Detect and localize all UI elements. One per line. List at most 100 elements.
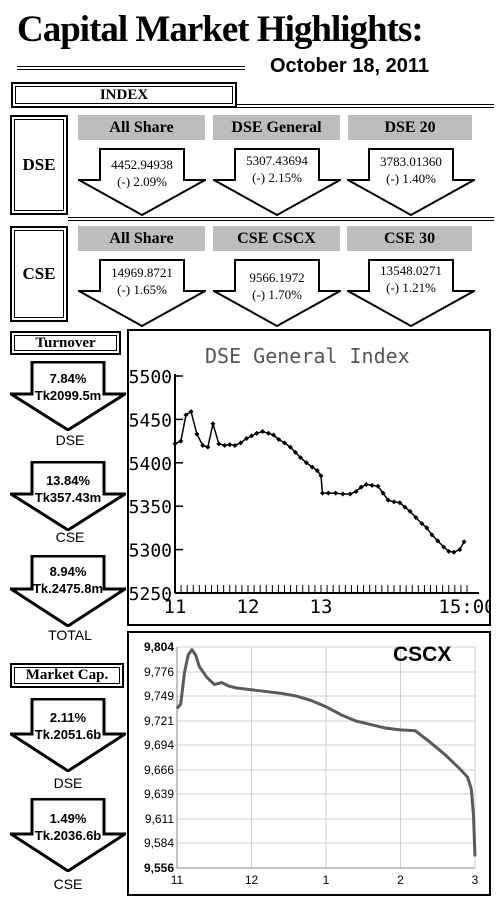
dse-20-value: 3783.01360	[380, 154, 442, 169]
index-label: INDEX	[15, 86, 233, 104]
cse-30-change: (-) 1.21%	[386, 280, 436, 295]
dse-y-tick-label: 5300	[129, 541, 172, 562]
dse-data-point	[292, 449, 298, 455]
cscx-series-line	[175, 648, 477, 857]
down-arrow-icon	[210, 259, 344, 328]
dse-data-point	[200, 442, 206, 448]
dse-data-point	[397, 500, 403, 506]
dse-data-point	[303, 460, 309, 466]
down-arrow-icon	[75, 259, 209, 328]
title-rule-lower	[17, 69, 245, 70]
dse-all-share-arrow: 4452.94938 (-) 2.09%	[75, 148, 209, 217]
dse-data-point	[391, 499, 397, 505]
dse-chart-title: DSE General Index	[205, 344, 410, 368]
down-arrow-icon	[5, 697, 131, 773]
dse-data-point	[413, 514, 419, 520]
dse-data-point	[314, 468, 320, 474]
cscx-x-tick-label: 11	[171, 873, 184, 887]
mcap-dse-caption: DSE	[53, 775, 83, 791]
dse-data-point	[441, 544, 447, 550]
dse-x-tick-label: 13	[310, 596, 333, 618]
dse-data-point	[424, 525, 430, 531]
turnover-label: Turnover	[14, 335, 117, 351]
dse-data-point	[249, 433, 255, 439]
dse-data-point	[402, 504, 408, 510]
dse-data-point	[178, 438, 184, 444]
dse-general-arrow: 5307.43694 (-) 2.15%	[210, 148, 344, 217]
cscx-y-tick-label: 9,694	[144, 738, 174, 752]
dse-data-point	[318, 473, 324, 479]
index-label-box: INDEX	[11, 82, 237, 108]
dse-data-point	[298, 455, 304, 461]
page-title: Capital Market Highlights:	[17, 9, 424, 50]
dse-cse-divider	[68, 217, 499, 221]
cse-all-share-value: 14969.8721	[111, 265, 173, 280]
turnover-total-arrow: 8.94% Tk.2475.8m	[5, 554, 131, 628]
cse-label: CSE	[14, 230, 64, 318]
dse-data-point	[385, 497, 391, 503]
title-rule	[17, 66, 245, 67]
turnover-dse-arrow: 7.84% Tk2099.5m	[5, 360, 131, 432]
dse-data-point	[429, 532, 435, 538]
dse-data-point	[265, 430, 271, 436]
dse-data-point	[446, 548, 452, 554]
dse-data-point	[183, 412, 189, 418]
turnover-cse-caption: CSE	[55, 529, 85, 545]
dse-data-point	[227, 442, 233, 448]
dse-y-tick-label: 5400	[129, 454, 172, 475]
dse-data-point	[260, 429, 266, 435]
turnover-dse-caption: DSE	[55, 432, 85, 448]
dse-data-point	[451, 549, 457, 555]
dse-x-tick-label: 11	[164, 596, 187, 618]
mcap-cse-caption: CSE	[53, 876, 83, 892]
down-arrow-icon	[5, 360, 131, 432]
dse-all-share-change: (-) 2.09%	[117, 174, 167, 189]
dse-y-tick-label: 5250	[129, 584, 172, 605]
mcap-dse-pct: 2.11%	[49, 710, 87, 725]
cscx-x-tick-label: 3	[472, 873, 479, 887]
dse-data-point	[461, 539, 467, 545]
dse-data-point	[210, 421, 216, 427]
cscx-x-tick-label: 1	[323, 873, 330, 887]
cscx-y-tick-label: 9,666	[144, 763, 174, 777]
dse-general-chart: DSE General Index 5500 5450 5400 5350 5300 52…	[127, 329, 496, 626]
down-arrow-icon	[344, 148, 478, 217]
index-divider	[237, 104, 499, 108]
dse-data-point	[254, 430, 260, 436]
cse-cscx-value: 9566.1972	[249, 270, 305, 285]
turnover-cse-pct: 13.84%	[45, 473, 91, 488]
cse-all-share-arrow: 14969.8721 (-) 1.65%	[75, 259, 209, 328]
dse-20-change: (-) 1.40%	[386, 171, 436, 186]
dse-20-arrow: 3783.01360 (-) 1.40%	[344, 148, 478, 217]
dse-label-box: DSE	[10, 115, 68, 215]
down-arrow-icon	[344, 259, 478, 328]
cse-cscx-change: (-) 1.70%	[252, 287, 302, 302]
dse-label: DSE	[14, 119, 64, 211]
dse-all-share-header: All Share	[78, 115, 205, 140]
mcap-dse-arrow: 2.11% Tk.2051.6b	[5, 697, 131, 773]
cse-all-share-change: (-) 1.65%	[117, 282, 167, 297]
dse-data-point	[319, 490, 325, 496]
dse-y-tick-label: 5500	[129, 367, 172, 388]
cscx-y-tick-label: 9,721	[144, 714, 174, 728]
dse-all-share-value: 4452.94938	[111, 157, 173, 172]
cse-cscx-header: CSE CSCX	[213, 226, 340, 251]
dse-y-tick-label: 5350	[129, 497, 172, 518]
turnover-total-pct: 8.94%	[49, 564, 87, 579]
dse-data-point	[333, 490, 339, 496]
dse-data-point	[353, 488, 359, 494]
mcap-cse-arrow: 1.49% Tk.2036.6b	[5, 797, 131, 873]
cscx-y-tick-label: 9,804	[144, 640, 174, 654]
dse-data-point	[282, 440, 287, 446]
dse-data-point	[232, 442, 238, 448]
dse-general-chart-svg: DSE General Index 5500 5450 5400 5350 5300 52…	[129, 344, 496, 618]
cscx-y-tick-label: 9,584	[144, 836, 174, 850]
dse-data-point	[380, 490, 386, 496]
turnover-dse-pct: 7.84%	[49, 371, 87, 386]
dse-data-point	[457, 547, 463, 553]
market-cap-label: Market Cap.	[14, 667, 120, 684]
cscx-y-tick-label: 9,556	[144, 861, 174, 875]
dse-data-point	[363, 482, 369, 487]
cse-all-share-header: All Share	[78, 226, 205, 251]
cse-label-box: CSE	[10, 226, 68, 322]
